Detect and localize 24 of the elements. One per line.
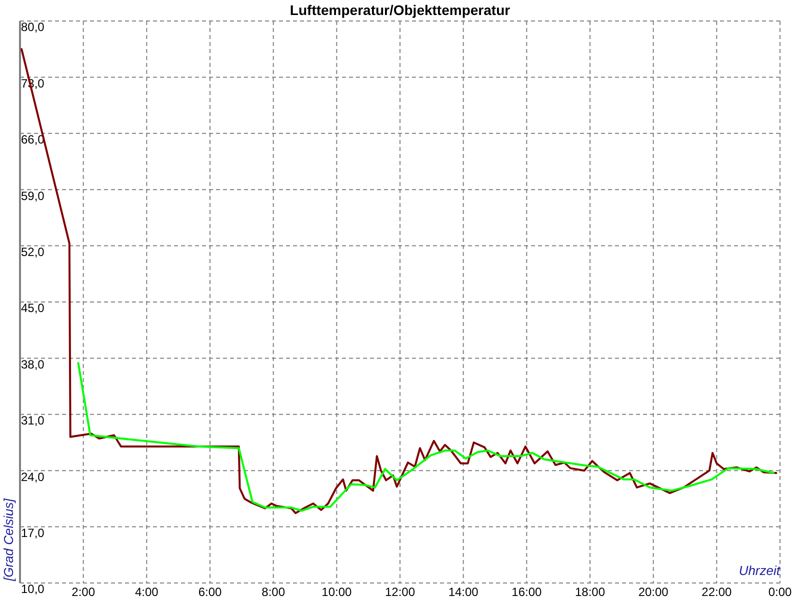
x-tick-label: 0:00 (768, 585, 792, 599)
y-tick-label: 24,0 (21, 470, 45, 484)
y-tick-label: 80,0 (21, 20, 45, 34)
x-tick-label: 20:00 (638, 585, 669, 599)
y-tick-label: 52,0 (21, 244, 45, 259)
y-tick-label: 59,0 (21, 188, 45, 203)
x-tick-label: 6:00 (198, 585, 222, 599)
y-tick-label: 17,0 (21, 526, 45, 540)
y-axis-title: [Grad Celsius] (1, 498, 16, 582)
x-axis-title: Uhrzeit (738, 563, 782, 578)
y-tick-label: 10,0 (21, 582, 45, 596)
x-tick-label: 22:00 (702, 585, 732, 599)
y-tick-label: 45,0 (21, 301, 45, 316)
chart-title: Lufttemperatur/Objekttemperatur (290, 2, 511, 18)
x-tick-label: 18:00 (574, 585, 606, 599)
y-tick-label: 31,0 (21, 414, 45, 428)
x-tick-label: 2:00 (72, 585, 96, 599)
x-tick-label: 4:00 (134, 585, 159, 599)
x-tick-label: 10:00 (322, 585, 352, 599)
y-tick-label: 38,0 (21, 357, 45, 372)
x-tick-label: 8:00 (262, 585, 286, 599)
x-tick-label: 14:00 (448, 585, 479, 599)
x-tick-label: 12:00 (384, 585, 416, 599)
x-tick-label: 16:00 (512, 585, 542, 599)
